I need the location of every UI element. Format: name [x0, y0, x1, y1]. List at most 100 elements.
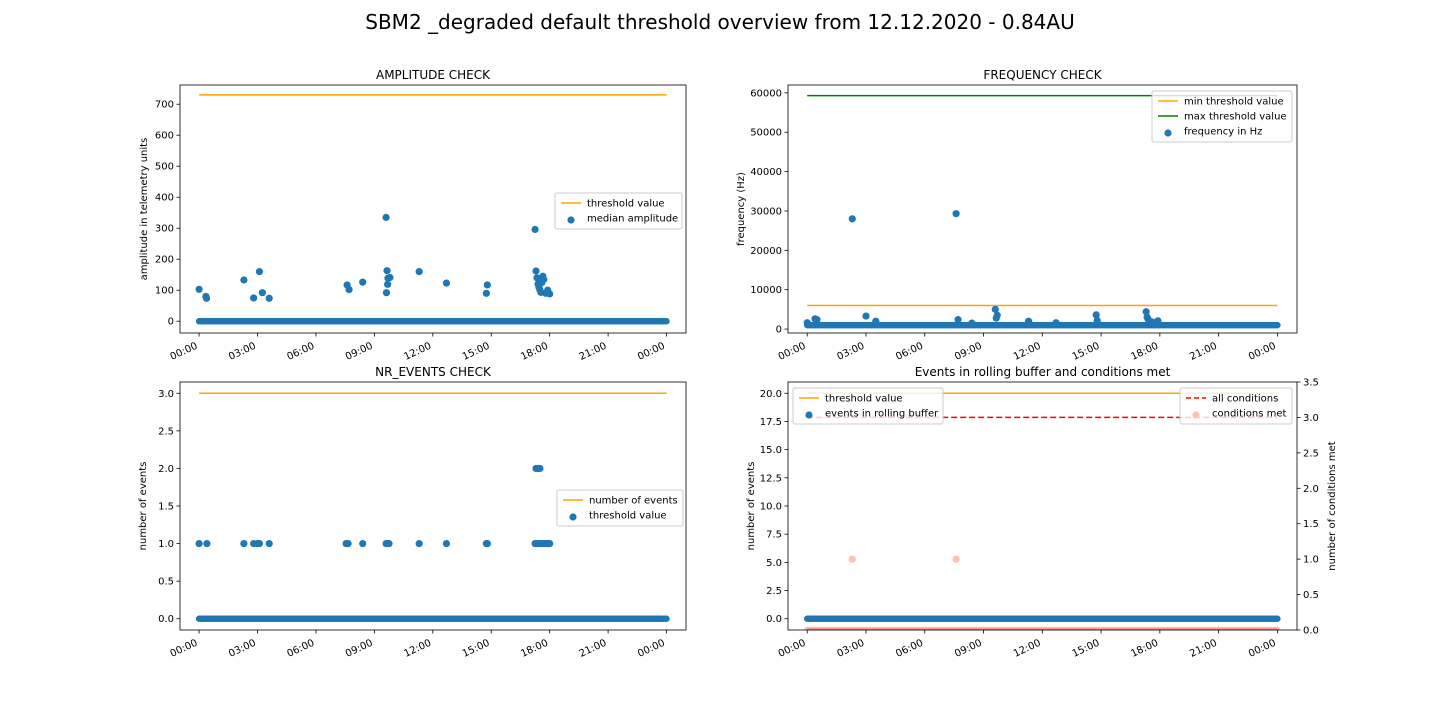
data-point — [546, 539, 554, 548]
data-point — [1093, 316, 1101, 325]
data-point — [359, 278, 367, 286]
data-point — [250, 294, 258, 302]
data-point — [1024, 317, 1033, 325]
y-tick-label: 300 — [155, 224, 174, 235]
legend-frame — [792, 387, 944, 425]
data-point — [195, 285, 203, 293]
y-axis-label-right: number of conditions met — [1327, 441, 1338, 571]
y-tick-label: 20000 — [750, 246, 782, 257]
y-tick-label: 50000 — [750, 128, 782, 139]
data-point — [255, 268, 264, 276]
data-point — [203, 539, 211, 548]
panel-frequency: 00:00 03:00 06:00 09:00 12:00 15:00 18:00 21:00… — [736, 68, 1298, 363]
data-point-baseline — [1274, 321, 1281, 329]
legend-marker-swatch — [567, 216, 575, 224]
x-tick-label: 09:00 — [953, 341, 984, 363]
x-tick-label: 00:00 — [169, 638, 200, 660]
data-point — [258, 289, 266, 297]
y-tick-label: 0 — [776, 325, 782, 336]
legend-label: threshold value — [587, 199, 665, 210]
data-point — [240, 539, 248, 548]
y-tick-label: 1.0 — [158, 539, 174, 550]
x-tick-label: 12:00 — [402, 638, 433, 660]
data-point — [384, 280, 392, 288]
data-point — [442, 279, 451, 287]
y-tick-label: 0.0 — [158, 614, 174, 625]
x-tick-label: 00:00 — [636, 638, 667, 660]
x-tick-label: 00:00 — [777, 341, 808, 363]
x-tick-label: 15:00 — [461, 638, 492, 660]
y-tick-label-right: 0.0 — [1303, 626, 1319, 637]
y-tick-label: 2.0 — [158, 464, 174, 475]
series-frequency-0 — [803, 210, 1281, 329]
panel-nr_events: 00:00 03:00 06:00 09:00 12:00 15:00 18:00 21:00… — [138, 365, 687, 660]
y-axis-label: frequency (Hz) — [736, 172, 747, 246]
data-point — [1052, 319, 1060, 327]
x-tick-label: 21:00 — [578, 341, 609, 363]
legend-label: median amplitude — [587, 214, 678, 225]
data-point — [385, 539, 393, 548]
y-tick-label: 0 — [168, 317, 174, 328]
chart-panels: 00:00 03:00 06:00 09:00 12:00 15:00 18:00 21:00… — [138, 68, 1338, 660]
plot-area — [195, 392, 670, 622]
x-tick-label: 18:00 — [519, 341, 550, 363]
y-axis-label: number of events — [746, 462, 757, 551]
data-point-baseline — [663, 615, 670, 622]
x-tick-label: 06:00 — [894, 341, 925, 363]
y-tick-label: 30000 — [750, 206, 782, 217]
legend-label: threshold value — [825, 394, 903, 405]
y-tick-label-right: 3.0 — [1303, 413, 1319, 424]
data-point — [359, 539, 367, 548]
legend-marker-swatch — [569, 513, 577, 521]
data-point — [531, 225, 539, 234]
data-point — [344, 539, 352, 548]
x-tick-label: 15:00 — [461, 341, 492, 363]
legend-marker-swatch — [1164, 129, 1172, 137]
y-tick-label: 0.5 — [158, 577, 174, 588]
legend-frame — [556, 489, 684, 527]
data-point — [872, 317, 880, 325]
y-tick-label: 5.0 — [766, 558, 782, 569]
data-point-baseline — [1274, 626, 1281, 630]
y-tick-label: 600 — [155, 131, 174, 142]
x-tick-label: 21:00 — [1188, 638, 1219, 660]
x-tick-label: 00:00 — [1247, 341, 1278, 363]
data-point — [383, 267, 391, 275]
y-tick-label: 10.0 — [760, 502, 782, 513]
data-point — [240, 276, 248, 284]
y-tick-label: 100 — [155, 286, 174, 297]
legend-label: min threshold value — [1184, 97, 1284, 108]
figure-title: SBM2 _degraded default threshold overvie… — [365, 10, 1074, 34]
y-axis-label: amplitude in telemetry units — [139, 138, 150, 281]
data-point — [386, 273, 394, 282]
data-point — [532, 267, 540, 275]
axes-frame — [787, 381, 1298, 631]
legend-label: threshold value — [589, 511, 667, 522]
x-tick-label: 18:00 — [1129, 341, 1160, 363]
x-tick-label: 00:00 — [1247, 638, 1278, 660]
x-tick-label: 09:00 — [344, 638, 375, 660]
y-tick-label-right: 2.0 — [1303, 484, 1319, 495]
axes-frame — [787, 84, 1298, 334]
x-tick-label: 09:00 — [953, 638, 984, 660]
data-point — [952, 210, 960, 218]
x-tick-label: 18:00 — [519, 638, 550, 660]
x-tick-label: 00:00 — [636, 341, 667, 363]
data-point — [533, 274, 541, 282]
data-point — [1142, 308, 1150, 316]
y-tick-label: 3.0 — [158, 389, 174, 400]
y-tick-label: 20.0 — [760, 389, 782, 400]
series-rolling-1 — [804, 555, 1281, 630]
axes-title: NR_EVENTS CHECK — [375, 365, 492, 379]
data-point — [536, 464, 544, 473]
y-axis-label: number of events — [138, 462, 149, 551]
data-point — [382, 213, 390, 221]
y-tick-label: 400 — [155, 193, 174, 204]
y-tick-label-right: 0.5 — [1303, 590, 1319, 601]
legend-label: frequency in Hz — [1184, 127, 1262, 138]
data-point — [415, 268, 423, 276]
y-tick-label: 12.5 — [760, 473, 782, 484]
series-nr_events-0 — [195, 464, 670, 622]
x-tick-label: 06:00 — [286, 638, 317, 660]
legend-label: events in rolling buffer — [825, 409, 939, 420]
